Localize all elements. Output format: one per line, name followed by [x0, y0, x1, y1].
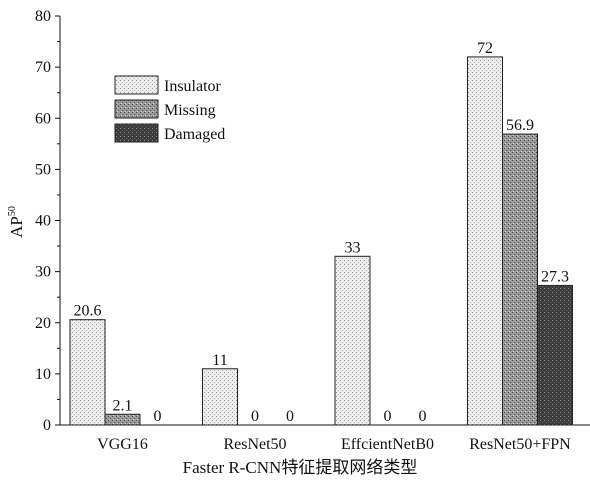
data-label-damaged-1: 0 [286, 408, 294, 425]
data-label-damaged-3: 27.3 [541, 268, 569, 285]
data-label-damaged-2: 0 [419, 408, 427, 425]
bars [69, 56, 573, 426]
data-label-missing-1: 0 [251, 408, 259, 425]
y-tick-label: 10 [35, 366, 51, 383]
category-label: VGG16 [97, 436, 148, 453]
legend-label-missing: Missing [164, 102, 216, 119]
data-label-missing-3: 56.9 [506, 117, 534, 134]
bar-insulator-0 [69, 319, 106, 426]
legend-swatch-missing [114, 99, 159, 119]
bar-insulator-1 [202, 368, 238, 426]
axes: 0 10 20 30 40 50 60 70 80 [35, 8, 590, 434]
legend-swatch-insulator [114, 75, 159, 95]
legend-swatch-damaged [114, 123, 159, 143]
x-axis-title: Faster R-CNN特征提取网络类型 [183, 458, 418, 477]
y-tick-label: 50 [35, 161, 51, 178]
bar-insulator-2 [334, 255, 371, 426]
data-labels: 20.6 2.1 0 11 0 0 33 0 0 72 56.9 27.3 [74, 40, 570, 425]
bar-missing-3 [502, 133, 538, 426]
legend-label-damaged: Damaged [164, 126, 225, 143]
bar-missing-0 [104, 413, 141, 426]
data-label-insulator-0: 20.6 [74, 303, 102, 320]
bar-insulator-3 [467, 56, 503, 426]
category-label: EffcientNetB0 [341, 436, 434, 453]
y-axis-title-main: AP [7, 216, 26, 238]
data-label-missing-2: 0 [384, 408, 392, 425]
data-label-insulator-3: 72 [477, 40, 493, 57]
bar-damaged-3 [537, 284, 573, 426]
y-tick-label: 60 [35, 110, 51, 127]
category-labels: VGG16 ResNet50 EffcientNetB0 ResNet50+FPN [97, 436, 571, 453]
legend-label-insulator: Insulator [164, 78, 222, 95]
data-label-damaged-0: 0 [154, 408, 162, 425]
legend: Insulator Missing Damaged [114, 75, 225, 143]
y-axis-title-superscript: 50 [7, 206, 18, 216]
category-label: ResNet50+FPN [469, 436, 571, 453]
data-label-insulator-1: 11 [212, 352, 227, 369]
y-axis-title: AP50 [7, 206, 26, 238]
y-tick-label: 30 [35, 264, 51, 281]
data-label-missing-0: 2.1 [113, 397, 133, 414]
data-label-insulator-2: 33 [345, 239, 361, 256]
y-tick-label: 70 [35, 59, 51, 76]
y-tick-label: 40 [35, 213, 51, 230]
y-tick-label: 80 [35, 8, 51, 25]
y-tick-label: 20 [35, 315, 51, 332]
category-label: ResNet50 [223, 436, 286, 453]
y-tick-label: 0 [43, 417, 51, 434]
